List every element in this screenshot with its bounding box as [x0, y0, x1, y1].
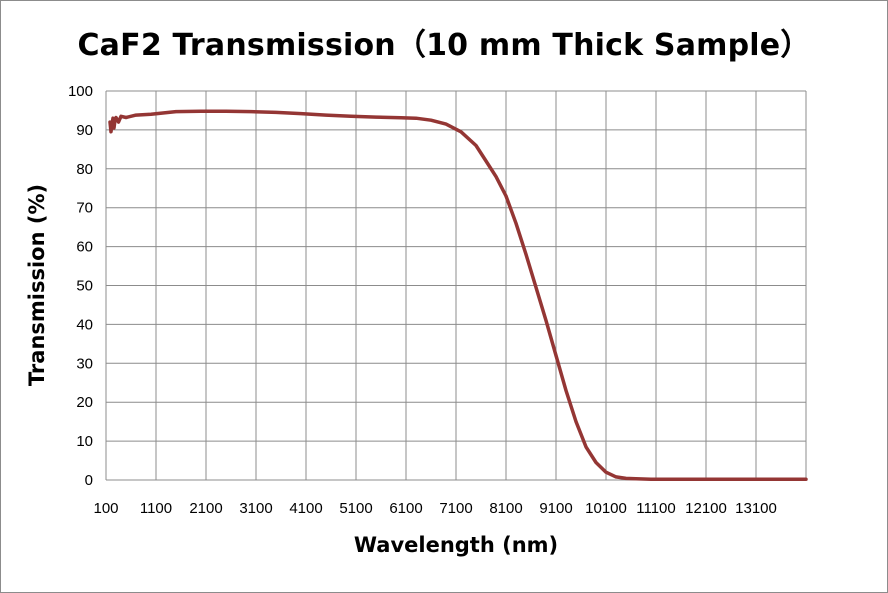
- y-tick-label: 60: [76, 239, 93, 256]
- x-axis-label: Wavelength (nm): [353, 533, 559, 557]
- x-tick-label: 4100: [289, 500, 322, 517]
- y-tick-label: 40: [76, 316, 93, 333]
- y-tick-label: 50: [76, 278, 93, 295]
- y-tick-label: 80: [76, 161, 93, 178]
- y-tick-label: 90: [76, 122, 93, 139]
- y-tick-label: 0: [85, 472, 93, 489]
- y-tick-label: 30: [76, 355, 93, 372]
- series-line-transmission: [108, 109, 808, 481]
- series-lines: [108, 109, 808, 481]
- x-tick-label: 10100: [585, 500, 627, 517]
- x-tick-label: 8100: [489, 500, 522, 517]
- x-tick-label: 13100: [735, 500, 777, 517]
- x-tick-label: 9100: [539, 500, 572, 517]
- x-tick-label: 3100: [239, 500, 272, 517]
- y-tick-label: 70: [76, 200, 93, 217]
- x-tick-label: 5100: [339, 500, 372, 517]
- x-tick-label: 6100: [389, 500, 422, 517]
- grid-lines: [105, 90, 807, 481]
- x-tick-label: 2100: [189, 500, 222, 517]
- y-tick-label: 100: [68, 83, 93, 100]
- y-tick-label: 20: [76, 394, 93, 411]
- chart-title: CaF2 Transmission（10 mm Thick Sample）: [77, 28, 811, 63]
- y-tick-label: 10: [76, 433, 93, 450]
- x-tick-label: 11100: [636, 500, 676, 517]
- x-tick-label: 100: [93, 500, 118, 517]
- x-tick-labels: 100 1100 2100 3100 4100 5100 6100 7100 8100 9100 1…: [93, 500, 776, 517]
- x-tick-label: 12100: [685, 500, 727, 517]
- y-tick-labels: 0 10 20 30 40 50 60 70 80 90 100: [68, 83, 93, 489]
- x-tick-label: 1100: [140, 500, 172, 517]
- x-tick-label: 7100: [439, 500, 472, 517]
